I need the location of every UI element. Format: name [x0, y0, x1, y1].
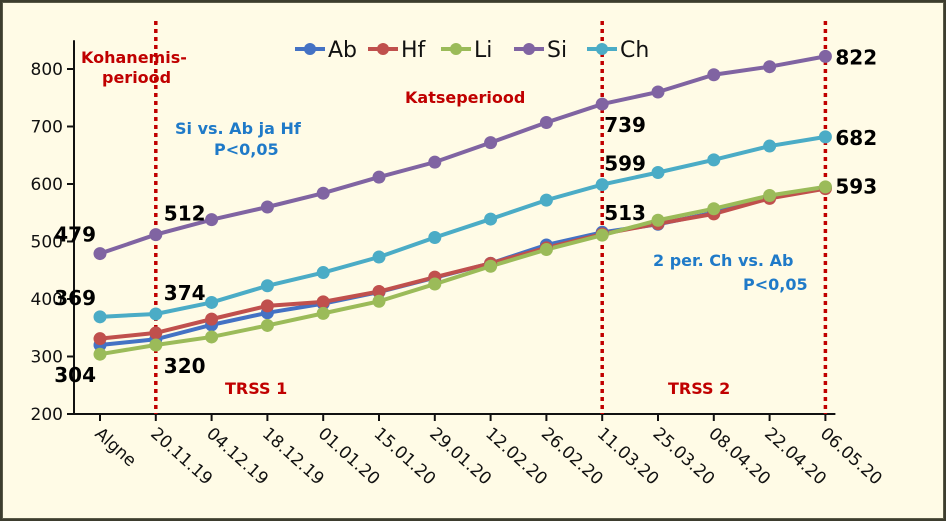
point-si — [205, 213, 219, 227]
y-tick-label: 200 — [31, 405, 63, 425]
data-label: 822 — [835, 45, 877, 69]
point-ch — [707, 153, 721, 167]
legend-label-ch: Ch — [620, 38, 649, 63]
data-label: 682 — [835, 126, 877, 150]
point-ch — [651, 166, 665, 179]
point-hf — [205, 312, 219, 326]
point-hf — [260, 299, 274, 313]
legend-label-si: Si — [547, 38, 567, 63]
point-si — [707, 68, 721, 82]
point-li — [372, 294, 386, 308]
point-ch — [316, 266, 330, 280]
point-ch — [484, 212, 498, 226]
point-li — [763, 189, 777, 202]
legend-label-ab: Ab — [328, 38, 357, 63]
y-tick-label: 500 — [31, 233, 63, 253]
point-li — [260, 318, 274, 332]
point-li — [93, 347, 107, 361]
y-tick-label: 700 — [31, 118, 63, 138]
point-li — [149, 338, 163, 352]
x-tick-label: Algne — [91, 424, 140, 471]
data-label: 304 — [54, 363, 96, 387]
point-hf — [316, 295, 330, 309]
data-label: 513 — [604, 201, 646, 225]
data-label: 512 — [164, 202, 206, 226]
legend-marker-ab — [304, 43, 316, 55]
data-label: 374 — [164, 281, 206, 305]
point-si — [539, 115, 553, 129]
point-si — [484, 136, 498, 150]
point-si — [595, 97, 609, 111]
point-hf — [149, 326, 163, 340]
point-ch — [372, 250, 386, 264]
point-ch — [260, 279, 274, 293]
data-label: 739 — [604, 113, 646, 137]
series-line-hf — [99, 186, 826, 341]
period-lines — [154, 21, 828, 414]
point-si — [149, 228, 163, 242]
series-line-si — [99, 54, 826, 256]
point-hf — [372, 285, 386, 299]
point-si — [93, 247, 107, 261]
annotation-stat1-line2: P<0,05 — [214, 140, 279, 159]
point-ch — [763, 139, 777, 153]
point-li — [428, 277, 442, 291]
annotation-stat1-line1: Si vs. Ab ja Hf — [175, 119, 302, 138]
data-label: 320 — [164, 354, 206, 378]
point-li — [595, 228, 609, 242]
point-si — [763, 60, 777, 74]
y-tick-label: 400 — [31, 290, 63, 310]
legend-marker-hf — [377, 43, 389, 55]
y-tick-label: 300 — [31, 348, 63, 368]
series-group — [93, 49, 832, 361]
point-ch — [539, 193, 553, 207]
point-hf — [93, 332, 107, 346]
legend-marker-li — [450, 43, 462, 55]
point-ch — [818, 130, 832, 144]
y-tick-label: 600 — [31, 175, 63, 195]
point-ch — [428, 230, 442, 244]
point-li — [205, 330, 219, 344]
point-li — [707, 202, 721, 216]
annotation-stat2-line1: 2 per. Ch vs. Ab — [653, 251, 793, 270]
legend-marker-si — [523, 43, 535, 55]
annotation-trss1: TRSS 1 — [225, 379, 287, 398]
point-si — [651, 85, 665, 99]
y-tick-label: 800 — [31, 60, 63, 80]
legend-label-hf: Hf — [401, 38, 427, 63]
point-ch — [205, 295, 219, 309]
legend-marker-ch — [596, 43, 608, 55]
legend-label-li: Li — [474, 38, 492, 63]
point-si — [260, 200, 274, 214]
annotation-stat2-line2: P<0,05 — [743, 275, 808, 294]
point-ch — [595, 178, 609, 192]
point-ch — [93, 310, 107, 324]
legend: Ab Hf Li Si Ch — [295, 38, 649, 63]
data-labels: 479 512 739 822 369 374 599 682 304 320 513 593 — [54, 45, 877, 387]
point-si — [372, 170, 386, 184]
point-li — [818, 180, 832, 194]
data-label: 599 — [604, 152, 646, 176]
point-li — [539, 243, 553, 257]
point-ch — [149, 307, 163, 321]
x-tick-label: 06.05.20 — [816, 424, 886, 490]
series-line-ch — [99, 134, 826, 319]
point-si — [428, 155, 442, 169]
data-label: 479 — [54, 223, 96, 247]
point-si — [316, 186, 330, 200]
point-si — [818, 49, 832, 63]
annotation-kohanemis-line2: periood — [102, 68, 171, 87]
data-label: 369 — [54, 286, 96, 310]
annotation-kohanemis-line1: Kohanemis- — [81, 48, 187, 67]
point-li — [484, 259, 498, 273]
point-li — [316, 306, 330, 320]
annotation-katseperiood: Katseperiood — [405, 88, 525, 107]
data-label: 593 — [835, 175, 877, 199]
series-line-li — [99, 184, 826, 357]
annotation-trss2: TRSS 2 — [668, 379, 730, 398]
point-li — [651, 213, 665, 227]
